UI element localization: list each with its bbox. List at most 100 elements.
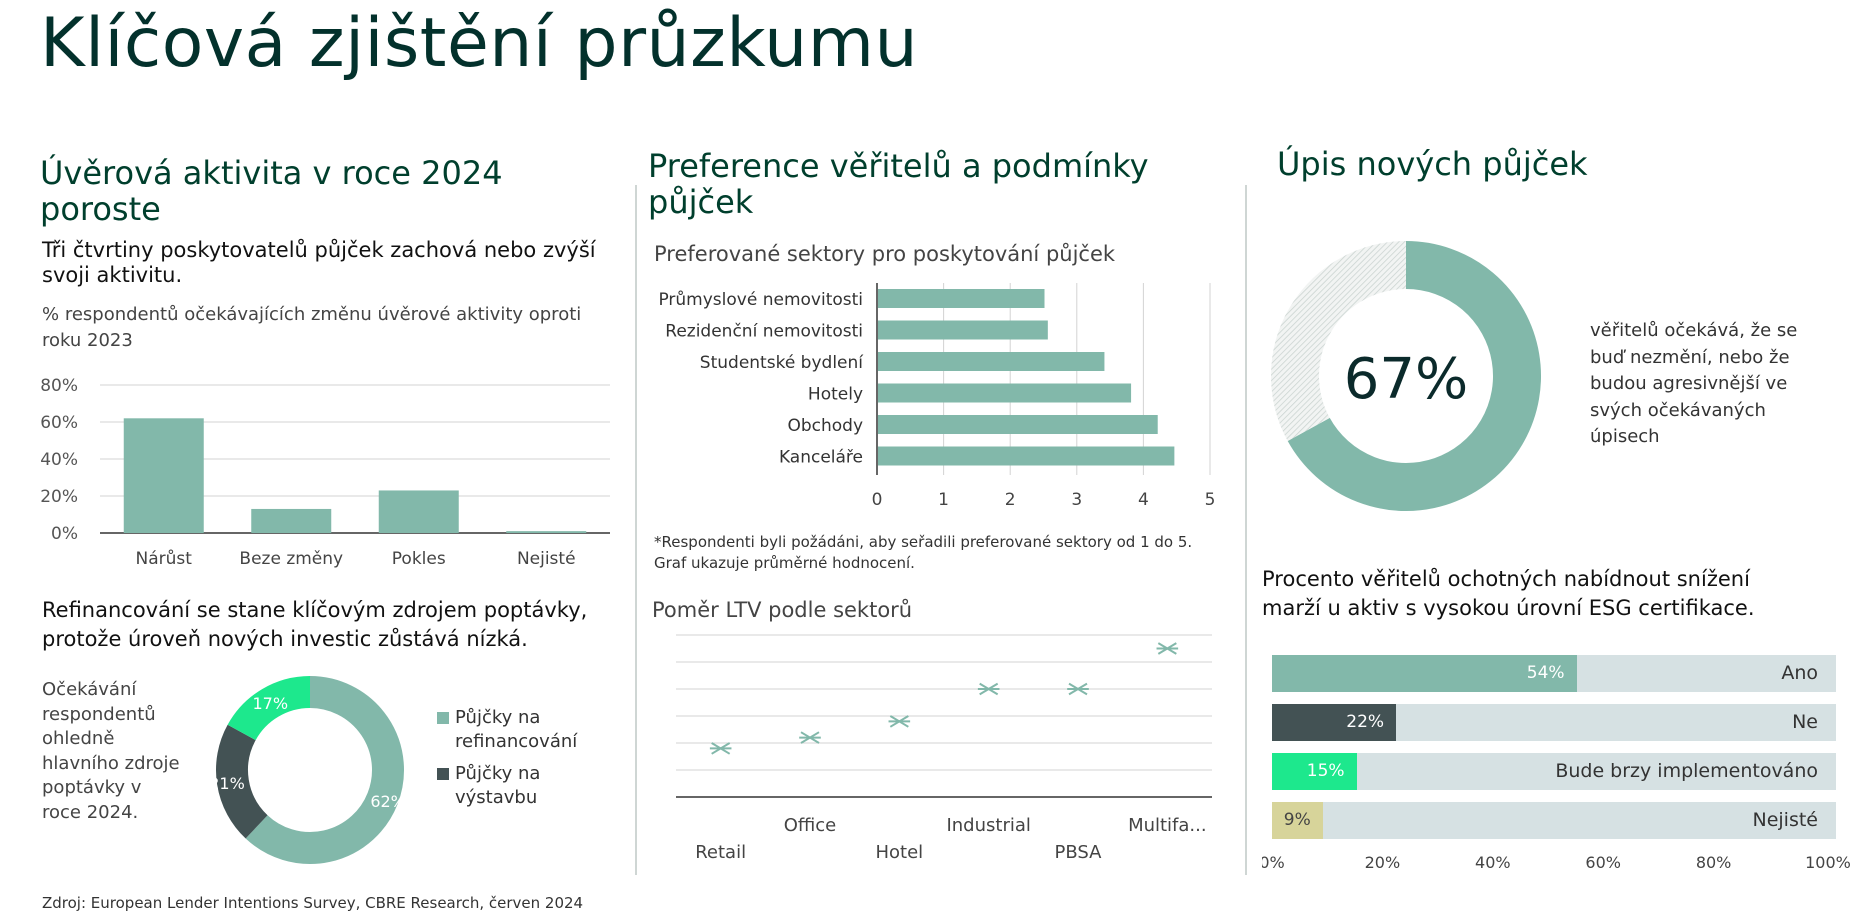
sectors-footnote: *Respondenti byli požádáni, aby seřadili… [654,533,1193,572]
sector-label: Kanceláře [779,448,863,468]
esg-bar-row: 9% Nejisté [1272,802,1836,839]
x-tick-label: 3 [1071,490,1082,510]
page-title: Klíčová zjištění průzkumu [40,4,919,83]
ltv-scatter-chart: Retail Office Hotel Industrial PBSA Multifa..… [676,634,1212,863]
esg-bar-value: 9% [1283,810,1311,830]
y-tick-label: 0% [51,524,78,544]
sector-label: Hotely [808,385,863,405]
sector-label: Studentské bydlení [700,353,864,373]
sector-bar [878,446,1175,466]
ltv-category-label: Office [784,815,837,836]
legend-item-refinancing: Půjčky na refinancování [437,706,617,754]
donut-center-value: 67% [1344,347,1468,412]
refinancing-heading: Refinancování se stane klíčovým zdrojem … [42,598,588,651]
x-tick-label: Nárůst [136,549,193,569]
y-tick-label: 20% [40,487,78,507]
donut-slice [227,676,311,741]
sector-bar [878,415,1158,434]
legend-swatch-construction [437,768,449,780]
activity-chart-caption: % respondentů očekávajících změnu úvěrov… [42,304,582,351]
esg-bar-fill [1272,655,1577,692]
sector-bar [878,352,1105,371]
ltv-category-label: PBSA [1055,842,1103,863]
legend-item-construction: Půjčky na výstavbu [437,762,617,810]
esg-bar-row: 54% Ano [1272,655,1836,692]
ltv-category-label: Retail [695,842,746,863]
middle-section-title: Preference věřitelů a podmínky půjček [648,147,1149,221]
donut-slice [1287,241,1541,511]
x-tick-label: 1 [938,490,949,510]
sector-bar [878,320,1048,340]
ltv-point [977,682,1000,696]
demand-legend: Půjčky na refinancování Půjčky na výstav… [437,706,617,818]
sector-label: Obchody [787,416,863,436]
esg-x-tick-label: 100% [1805,853,1851,872]
ltv-point [709,742,732,755]
x-tick-label: 0 [872,490,883,510]
sector-label: Průmyslové nemovitosti [658,290,863,310]
activity-bar [506,531,587,533]
donut-value-label: 17% [253,694,289,713]
activity-bar [251,508,332,533]
ltv-category-label: Hotel [875,842,923,863]
right-section-title: Úpis nových půjček [1277,145,1588,183]
esg-x-tick-label: 0% [1262,853,1285,872]
ltv-point [888,715,911,728]
esg-bar-fill [1272,802,1323,839]
esg-bar-label: Ne [1792,711,1818,733]
activity-bar [123,418,204,533]
activity-bar-chart: 0% 20% 40% 60% 80% Nárůst Beze změny Pokles Neji… [40,376,610,569]
esg-bar-value: 22% [1346,712,1385,732]
x-tick-label: 4 [1138,490,1149,510]
esg-x-tick-label: 60% [1585,853,1621,872]
sector-bar [878,383,1132,403]
esg-bar-label: Ano [1781,662,1818,684]
esg-x-tick-label: 40% [1475,853,1511,872]
underwriting-donut-chart: 67% [1271,241,1541,511]
sector-bar [878,289,1045,308]
x-tick-label: 2 [1005,490,1016,510]
underwriting-caption: věřitelů očekává, že se buď nezmění, neb… [1590,320,1798,447]
x-tick-label: Pokles [392,549,446,569]
esg-bar-row: 15% Bude brzy implementováno [1272,753,1836,790]
column-divider-right [1245,185,1247,875]
demand-donut-chart: 62% 21% 17% [209,676,406,864]
donut-slice [1271,241,1407,442]
esg-axis: 0% 20% 40% 60% 80% 100% [1262,853,1851,872]
source-note: Zdroj: European Lender Intentions Survey… [42,894,584,912]
left-subtitle: Tři čtvrtiny poskytovatelů půjček zachov… [42,238,596,287]
x-tick-label: Nejisté [517,549,576,569]
y-tick-label: 40% [40,450,78,470]
donut-slice [216,724,269,839]
ltv-category-label: Industrial [946,815,1030,836]
esg-bar-value: 15% [1306,761,1345,781]
x-tick-label: Beze změny [239,549,343,569]
y-tick-label: 60% [40,413,78,433]
activity-bar [378,490,459,533]
esg-x-tick-label: 80% [1696,853,1732,872]
esg-bar-fill [1272,753,1357,790]
sectors-chart-title: Preferované sektory pro poskytování půjč… [654,242,1116,266]
legend-label-refinancing: Půjčky na refinancování [455,707,578,752]
left-section-title: Úvěrová aktivita v roce 2024 poroste [40,154,503,228]
esg-bar-fill [1272,704,1397,741]
donut-value-label: 21% [209,774,245,793]
esg-x-tick-label: 20% [1365,853,1401,872]
sector-label: Rezidenční nemovitosti [665,322,863,342]
legend-label-construction: Půjčky na výstavbu [455,763,541,808]
esg-heading: Procento věřitelů ochotných nabídnout sn… [1262,567,1755,620]
y-tick-label: 80% [40,376,78,396]
sector-preference-chart: 0 1 2 3 4 5 Průmyslové nemovitosti Rezidenční n… [658,283,1216,510]
ltv-chart-title: Poměr LTV podle sektorů [652,598,913,622]
esg-bar-label: Nejisté [1752,809,1819,831]
ltv-point [1067,682,1089,696]
donut-value-label: 62% [370,792,406,811]
esg-bar-value: 54% [1526,663,1565,683]
donut-slice [245,676,404,864]
ltv-point [1156,642,1179,655]
esg-bar-row: 22% Ne [1272,704,1836,741]
x-tick-label: 5 [1205,490,1216,510]
refinancing-caption: Očekávání respondentů ohledně hlavního z… [42,679,180,823]
ltv-category-label: Multifa... [1128,815,1207,836]
esg-bar-label: Bude brzy implementováno [1555,760,1818,782]
